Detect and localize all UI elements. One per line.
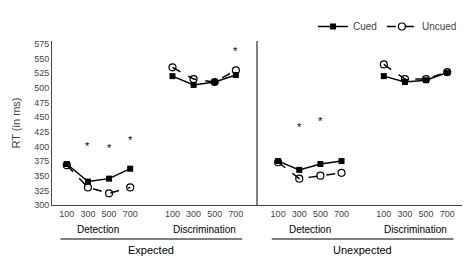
svg-text:Uncued: Uncued	[422, 21, 456, 32]
svg-text:500: 500	[313, 209, 328, 219]
svg-text:700: 700	[440, 209, 455, 219]
svg-text:325: 325	[34, 186, 49, 196]
svg-text:Discrimination: Discrimination	[173, 224, 236, 235]
svg-text:700: 700	[123, 209, 138, 219]
svg-text:525: 525	[34, 68, 49, 78]
svg-text:500: 500	[102, 209, 117, 219]
svg-text:300: 300	[397, 209, 412, 219]
svg-text:Discrimination: Discrimination	[384, 224, 447, 235]
svg-text:550: 550	[34, 54, 49, 64]
svg-text:375: 375	[34, 156, 49, 166]
svg-text:*: *	[318, 115, 323, 127]
svg-text:575: 575	[34, 39, 49, 49]
svg-text:300: 300	[292, 209, 307, 219]
svg-text:*: *	[128, 134, 133, 146]
svg-text:Unexpected: Unexpected	[333, 244, 392, 256]
svg-text:400: 400	[34, 142, 49, 152]
svg-text:500: 500	[34, 83, 49, 93]
svg-text:350: 350	[34, 171, 49, 181]
svg-text:475: 475	[34, 98, 49, 108]
svg-text:Detection: Detection	[77, 224, 119, 235]
svg-text:500: 500	[207, 209, 222, 219]
svg-text:*: *	[233, 45, 238, 57]
svg-text:100: 100	[59, 209, 74, 219]
svg-text:100: 100	[165, 209, 180, 219]
svg-text:RT (in ms): RT (in ms)	[10, 98, 22, 149]
svg-text:500: 500	[419, 209, 434, 219]
svg-text:Expected: Expected	[128, 244, 174, 256]
svg-text:Detection: Detection	[289, 224, 331, 235]
svg-text:300: 300	[34, 200, 49, 210]
svg-text:700: 700	[228, 209, 243, 219]
svg-text:450: 450	[34, 112, 49, 122]
svg-text:700: 700	[334, 209, 349, 219]
svg-text:300: 300	[186, 209, 201, 219]
svg-text:*: *	[85, 140, 90, 152]
svg-text:300: 300	[80, 209, 95, 219]
svg-text:*: *	[297, 121, 302, 133]
svg-text:425: 425	[34, 127, 49, 137]
svg-text:*: *	[107, 142, 112, 154]
svg-text:Cued: Cued	[353, 21, 377, 32]
svg-text:100: 100	[376, 209, 391, 219]
svg-text:100: 100	[271, 209, 286, 219]
